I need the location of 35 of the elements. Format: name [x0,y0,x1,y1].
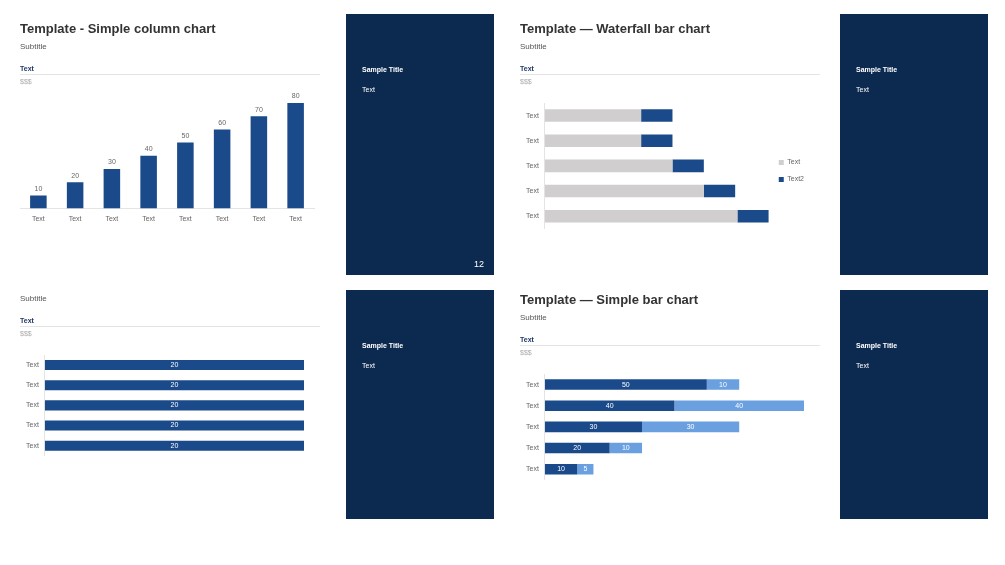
bar [544,209,738,223]
bar [672,159,704,173]
bar [544,109,642,122]
chart-subtitle: Subtitle [20,294,48,303]
bar [544,134,642,148]
bar [544,379,707,390]
bar [544,442,610,454]
bar [30,195,47,209]
bar [544,463,578,475]
bar [674,400,804,412]
bar [250,116,268,209]
bar [544,421,643,433]
bar [66,182,84,209]
bar [642,421,740,433]
chart-title: Template — Waterfall bar chart [520,21,711,36]
chart-title: Template - Simple column chart [20,21,217,36]
bar [577,463,594,475]
chart-subtitle: Subtitle [520,42,548,51]
bar [544,159,673,173]
bar [103,169,121,209]
bar [703,184,736,198]
bar [737,209,769,223]
bar [140,155,157,209]
text: 12 [473,259,484,269]
bar [641,109,673,122]
chart-subtitle: Subtitle [20,42,48,51]
chart-subtitle: Subtitle [520,313,548,322]
bar [706,379,740,390]
bar [213,129,231,209]
bar [177,142,194,209]
bar [287,103,304,209]
bar [544,400,675,412]
bar [544,184,704,198]
bar [641,134,673,148]
chart-title: Template — Simple bar chart [520,292,700,307]
